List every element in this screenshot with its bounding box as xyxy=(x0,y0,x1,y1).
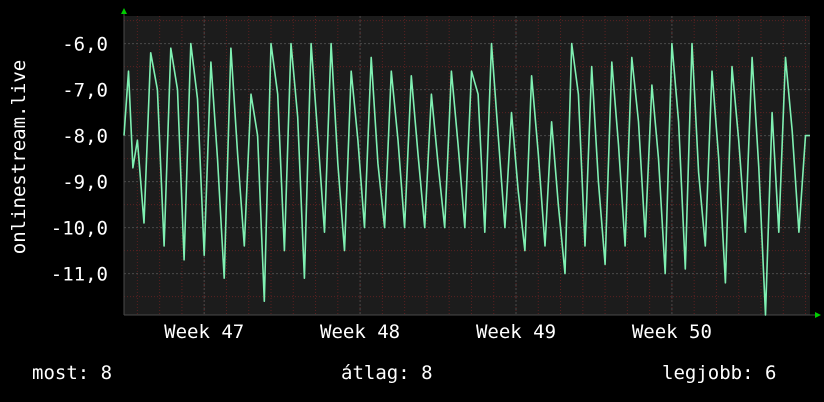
data-series xyxy=(123,42,810,316)
x-tick-label: Week 48 xyxy=(320,321,400,343)
y-tick-label: -10,0 xyxy=(51,218,108,240)
y-tick-label: -9,0 xyxy=(62,172,108,194)
best-value: legjobb: 6 xyxy=(662,362,777,384)
x-tick-labels: Week 47 Week 48 Week 49 Week 50 xyxy=(164,321,712,343)
y-tick-label: -6,0 xyxy=(62,34,108,56)
average-value: átlag: 8 xyxy=(341,362,433,384)
x-tick-label: Week 50 xyxy=(632,321,712,343)
y-axis-arrow xyxy=(121,8,127,14)
current-value: most: 8 xyxy=(32,362,113,384)
y-tick-labels: -6,0 -7,0 -8,0 -9,0 -10,0 -11,0 xyxy=(51,34,108,286)
x-axis-arrow xyxy=(815,312,821,318)
y-tick-label: -11,0 xyxy=(51,264,108,286)
y-tick-label: -8,0 xyxy=(62,126,108,148)
series-line xyxy=(123,42,810,316)
y-tick-label: -7,0 xyxy=(62,80,108,102)
y-axis-label-text: onlinestream.live xyxy=(8,59,30,255)
y-axis-label: onlinestream.live xyxy=(5,12,33,302)
x-tick-label: Week 49 xyxy=(476,321,556,343)
x-tick-label: Week 47 xyxy=(164,321,244,343)
axes xyxy=(121,8,821,318)
